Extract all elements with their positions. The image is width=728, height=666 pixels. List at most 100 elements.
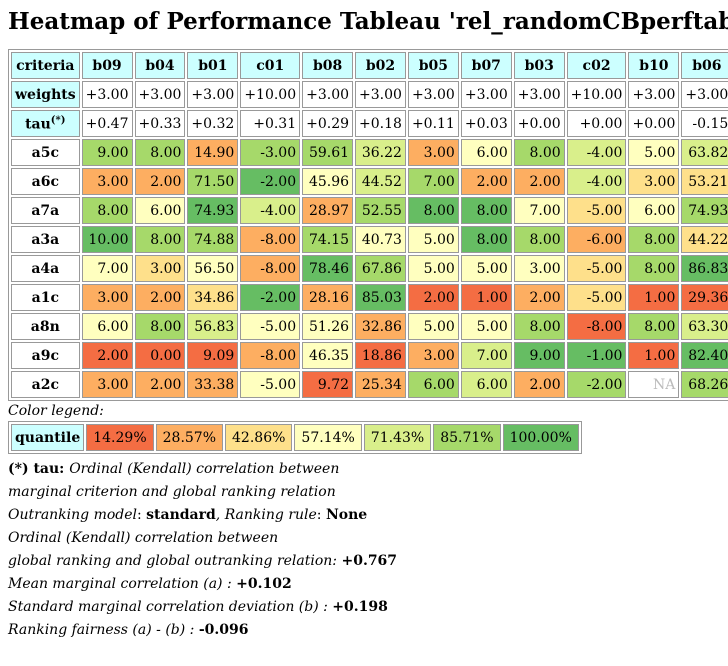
data-row: a2c 3.00 2.00 33.38 -5.00 9.72 25.34 6.00 6.00 2.… xyxy=(11,371,728,398)
data-row: a4a 7.00 3.00 56.50 -8.00 78.46 67.86 5.00 5.00 3… xyxy=(11,255,728,282)
legend-item: 42.86% xyxy=(225,424,293,451)
heat-cell: 5.00 xyxy=(460,313,512,340)
heat-cell: 44.22 xyxy=(681,226,728,253)
column-header: b01 xyxy=(187,52,239,79)
heat-cell: -2.00 xyxy=(566,371,627,398)
heat-cell: 6.00 xyxy=(628,197,680,224)
weight-cell: +3.00 xyxy=(628,81,680,108)
heat-cell: 45.96 xyxy=(302,168,354,195)
data-row: a6c 3.00 2.00 71.50 -2.00 45.96 44.52 7.00 2.00 2… xyxy=(11,168,728,195)
weight-cell: +10.00 xyxy=(566,81,627,108)
heat-cell: 7.00 xyxy=(460,342,512,369)
heat-cell: 36.22 xyxy=(355,139,406,166)
column-header: b09 xyxy=(81,52,133,79)
heat-cell: 46.35 xyxy=(302,342,354,369)
legend-row: quantile 14.29% 28.57% 42.86% 57.14% 71.43% 85… xyxy=(11,424,579,451)
row-name: a5c xyxy=(11,139,80,166)
heat-cell: -5.00 xyxy=(240,313,301,340)
heat-cell: 10.00 xyxy=(81,226,133,253)
heat-cell: 44.52 xyxy=(355,168,406,195)
column-header: b07 xyxy=(460,52,512,79)
weight-cell: +3.00 xyxy=(302,81,354,108)
heat-cell: 8.00 xyxy=(628,226,680,253)
weight-cell: +3.00 xyxy=(355,81,406,108)
note-text: -0.096 xyxy=(198,622,249,638)
note-text: Ordinal (Kendall) correlation between xyxy=(69,461,340,477)
heat-cell: 3.00 xyxy=(628,168,680,195)
heat-cell: 5.00 xyxy=(407,226,459,253)
tau-cell: +0.29 xyxy=(302,110,354,137)
tau-cell: +0.32 xyxy=(187,110,239,137)
note-line: Ranking fairness (a) - (b) : -0.096 xyxy=(8,619,720,642)
heat-cell: 34.86 xyxy=(187,284,239,311)
heat-cell: -3.00 xyxy=(240,139,301,166)
note-text: Mean marginal correlation (a) : xyxy=(8,576,237,592)
heat-cell: 5.00 xyxy=(407,313,459,340)
heat-cell: 3.00 xyxy=(81,284,133,311)
heat-cell: 71.50 xyxy=(187,168,239,195)
tau-cell: +0.00 xyxy=(513,110,565,137)
tau-cell: +0.00 xyxy=(566,110,627,137)
heat-cell: 51.26 xyxy=(302,313,354,340)
heat-cell: 5.00 xyxy=(407,255,459,282)
note-line: (*) tau: Ordinal (Kendall) correlation b… xyxy=(8,458,720,481)
heat-cell: 28.97 xyxy=(302,197,354,224)
legend-item: 85.71% xyxy=(433,424,501,451)
weight-cell: +3.00 xyxy=(407,81,459,108)
title: Heatmap of Performance Tableau 'rel_rand… xyxy=(8,8,728,35)
heat-cell: -6.00 xyxy=(566,226,627,253)
note-text: marginal criterion and global ranking re… xyxy=(8,484,336,500)
heat-cell: -2.00 xyxy=(240,168,301,195)
heat-cell: 2.00 xyxy=(134,371,186,398)
heat-cell: 8.00 xyxy=(460,226,512,253)
heat-cell: 25.34 xyxy=(355,371,406,398)
heat-cell: 68.26 xyxy=(681,371,728,398)
note-text: : xyxy=(137,507,147,523)
heat-cell: 8.00 xyxy=(134,139,186,166)
heat-cell: 5.00 xyxy=(628,139,680,166)
heat-cell: 8.00 xyxy=(407,197,459,224)
column-header: b03 xyxy=(513,52,565,79)
heat-cell: 18.86 xyxy=(355,342,406,369)
legend-label: quantile xyxy=(11,424,85,451)
tau-cell: +0.03 xyxy=(460,110,512,137)
tau-cell: +0.18 xyxy=(355,110,406,137)
tau-cell: +0.00 xyxy=(628,110,680,137)
data-row: a1c 3.00 2.00 34.86 -2.00 28.16 85.03 2.00 1.00 2… xyxy=(11,284,728,311)
heat-cell: 63.30 xyxy=(681,313,728,340)
heat-cell: 52.55 xyxy=(355,197,406,224)
heat-cell: 2.00 xyxy=(513,371,565,398)
heat-cell: 40.73 xyxy=(355,226,406,253)
tau-cell: +0.47 xyxy=(81,110,133,137)
heat-cell: -5.00 xyxy=(566,255,627,282)
heat-cell: 74.88 xyxy=(187,226,239,253)
legend-item: 57.14% xyxy=(294,424,362,451)
weight-cell: +3.00 xyxy=(187,81,239,108)
note-line: Mean marginal correlation (a) : +0.102 xyxy=(8,573,720,596)
row-label: weights xyxy=(11,81,80,108)
heat-cell: 9.72 xyxy=(302,371,354,398)
heat-cell: 33.38 xyxy=(187,371,239,398)
weight-cell: +3.00 xyxy=(460,81,512,108)
heat-cell: 8.00 xyxy=(628,313,680,340)
heat-cell: -1.00 xyxy=(566,342,627,369)
note-text: (*) tau: xyxy=(8,461,70,477)
note-text: +0.102 xyxy=(236,576,292,592)
heat-cell: 56.50 xyxy=(187,255,239,282)
heat-cell: 1.00 xyxy=(628,342,680,369)
weight-cell: +3.00 xyxy=(513,81,565,108)
row-name: a3a xyxy=(11,226,80,253)
weight-cell: +3.00 xyxy=(134,81,186,108)
row-name: a6c xyxy=(11,168,80,195)
note-text: global ranking and global outranking rel… xyxy=(8,553,342,569)
weight-cell: +3.00 xyxy=(81,81,133,108)
note-text: : xyxy=(316,507,326,523)
note-line: Standard marginal correlation deviation … xyxy=(8,596,720,619)
heat-cell: -8.00 xyxy=(566,313,627,340)
data-row: a3a 10.00 8.00 74.88 -8.00 74.15 40.73 5.00 8.00… xyxy=(11,226,728,253)
heat-cell: 8.00 xyxy=(81,197,133,224)
row-name: a2c xyxy=(11,371,80,398)
heat-cell: 74.93 xyxy=(681,197,728,224)
row-label: tau(*) xyxy=(11,110,80,137)
column-header: criteria xyxy=(11,52,80,79)
